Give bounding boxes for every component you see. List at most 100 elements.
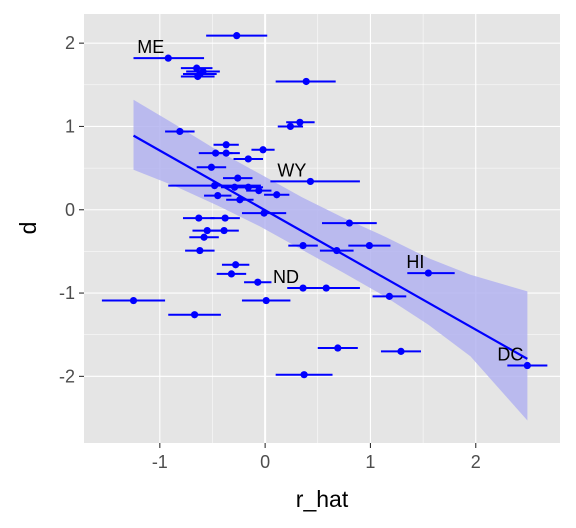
- point-marker: [164, 54, 172, 62]
- data-point: [244, 278, 272, 286]
- point-marker: [244, 155, 252, 163]
- point-label: HI: [406, 252, 424, 272]
- points-layer: [101, 32, 548, 379]
- point-label: ND: [273, 267, 299, 287]
- data-point: [292, 284, 360, 292]
- data-point: [221, 261, 250, 269]
- point-labels-layer: ME WY HI ND DC: [137, 37, 523, 364]
- point-marker: [222, 149, 230, 157]
- data-point: [213, 141, 239, 149]
- data-point: [209, 226, 239, 235]
- point-marker: [385, 292, 393, 300]
- point-marker: [260, 209, 268, 217]
- point-label: WY: [277, 160, 306, 180]
- point-marker: [306, 177, 315, 186]
- y-tick-label: 1: [65, 116, 75, 136]
- point-marker: [333, 246, 341, 255]
- fit-line-layer: [132, 134, 528, 360]
- point-marker: [299, 241, 307, 250]
- point-marker: [236, 196, 244, 204]
- data-point: [246, 186, 272, 195]
- data-point: [319, 246, 354, 255]
- point-marker: [190, 311, 199, 319]
- point-marker: [345, 219, 353, 227]
- point-marker: [234, 174, 242, 182]
- y-axis-ticks: -2 -1 0 1 2: [59, 33, 84, 386]
- point-marker: [255, 186, 263, 195]
- y-tick-label: 0: [65, 200, 75, 220]
- point-marker: [322, 284, 330, 292]
- data-point: [241, 209, 287, 217]
- x-tick-label: 2: [471, 452, 481, 472]
- point-marker: [397, 347, 405, 355]
- x-tick-label: 0: [260, 452, 270, 472]
- y-axis-title: d: [15, 222, 41, 235]
- data-point: [264, 191, 290, 199]
- point-marker: [232, 261, 240, 269]
- point-marker: [207, 163, 216, 171]
- point-marker: [262, 296, 270, 305]
- data-point: [182, 214, 215, 222]
- data-point: [216, 270, 247, 278]
- data-point: [133, 54, 205, 62]
- y-tick-label: 2: [65, 33, 75, 53]
- point-marker: [195, 214, 203, 222]
- data-point: [277, 122, 304, 131]
- point-marker: [210, 182, 219, 190]
- point-marker: [193, 64, 201, 72]
- data-point: [212, 149, 240, 157]
- point-marker: [300, 371, 308, 379]
- data-point: [270, 177, 360, 186]
- data-point: [275, 77, 336, 86]
- y-tick-label: -1: [59, 283, 75, 303]
- data-point: [206, 32, 268, 40]
- point-marker: [203, 226, 211, 235]
- point-marker: [334, 344, 342, 352]
- point-marker: [254, 278, 262, 286]
- x-axis-title: r_hat: [296, 486, 349, 512]
- regression-line: [132, 134, 528, 360]
- point-marker: [273, 191, 281, 199]
- point-marker: [227, 270, 236, 278]
- point-marker: [365, 241, 373, 250]
- x-tick-label: -1: [152, 452, 168, 472]
- point-marker: [196, 246, 204, 255]
- data-point: [317, 344, 358, 352]
- data-point: [180, 72, 215, 81]
- y-tick-label: -2: [59, 366, 75, 386]
- point-marker: [129, 296, 138, 305]
- data-point: [233, 155, 264, 163]
- data-point: [275, 371, 333, 379]
- point-marker: [244, 183, 252, 191]
- x-axis-ticks: -1 0 1 2: [152, 443, 481, 472]
- point-marker: [176, 127, 184, 136]
- point-marker: [194, 72, 202, 81]
- data-point: [348, 241, 391, 250]
- point-marker: [214, 191, 222, 200]
- point-marker: [424, 269, 432, 277]
- data-point: [165, 127, 195, 136]
- data-point: [286, 118, 315, 126]
- point-marker: [523, 361, 531, 370]
- confidence-ribbon: [133, 99, 528, 421]
- data-point: [288, 241, 318, 250]
- data-point: [189, 233, 219, 241]
- point-marker: [296, 118, 304, 126]
- data-point: [407, 269, 455, 277]
- data-point: [210, 214, 240, 222]
- data-point: [226, 196, 254, 204]
- data-point: [196, 163, 227, 171]
- data-point: [168, 311, 221, 319]
- data-point: [251, 146, 275, 154]
- data-point: [185, 246, 215, 255]
- data-point: [101, 296, 166, 305]
- point-marker: [302, 77, 310, 86]
- point-label: ME: [137, 37, 164, 57]
- point-marker: [222, 141, 230, 149]
- data-point: [380, 347, 421, 355]
- data-point: [241, 296, 291, 305]
- point-marker: [221, 214, 229, 222]
- point-label: DC: [497, 345, 523, 365]
- data-point: [223, 174, 253, 182]
